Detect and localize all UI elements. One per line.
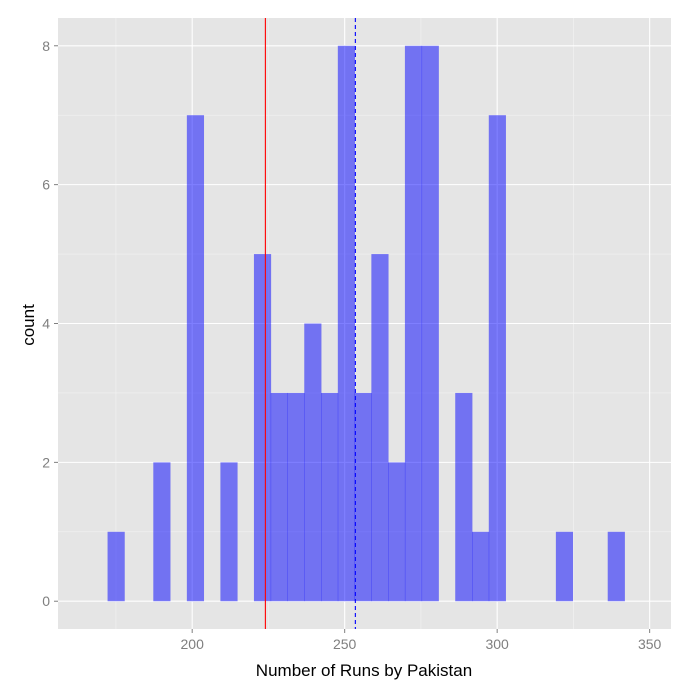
histogram-bar (186, 115, 205, 602)
histogram-bar (455, 392, 473, 602)
x-tick-label: 200 (181, 636, 205, 652)
histogram-bars (107, 45, 625, 602)
x-axis-title: Number of Runs by Pakistan (256, 661, 472, 680)
histogram-bar (220, 462, 238, 602)
histogram-bar (354, 392, 372, 602)
y-tick-label: 6 (42, 177, 50, 193)
histogram-bar (253, 254, 272, 602)
x-tick-label: 350 (638, 636, 662, 652)
x-tick-label: 300 (485, 636, 509, 652)
y-tick-label: 0 (42, 593, 50, 609)
histogram-bar (321, 392, 339, 602)
x-tick-label: 250 (333, 636, 357, 652)
y-tick-label: 4 (42, 316, 50, 332)
histogram-bar (337, 45, 355, 602)
histogram-bar (404, 45, 423, 602)
histogram-bar (555, 531, 574, 602)
histogram-bar (472, 531, 490, 602)
histogram-bar (304, 323, 322, 602)
histogram-bar (270, 392, 288, 602)
y-tick-label: 2 (42, 454, 50, 470)
histogram-bar (107, 531, 125, 602)
y-axis-ticks: 0 2 4 6 8 (42, 38, 58, 609)
y-axis-title: count (19, 304, 38, 346)
histogram-bar (488, 115, 506, 602)
x-axis-ticks: 200 250 300 350 (181, 629, 662, 652)
histogram-bar (287, 392, 305, 602)
histogram-bar (153, 462, 171, 602)
reference-lines (264, 18, 356, 629)
histogram-bar (607, 531, 625, 602)
histogram-bar (371, 254, 389, 602)
y-tick-label: 8 (42, 38, 50, 54)
histogram-bar (421, 45, 439, 602)
histogram-bar (388, 462, 406, 602)
